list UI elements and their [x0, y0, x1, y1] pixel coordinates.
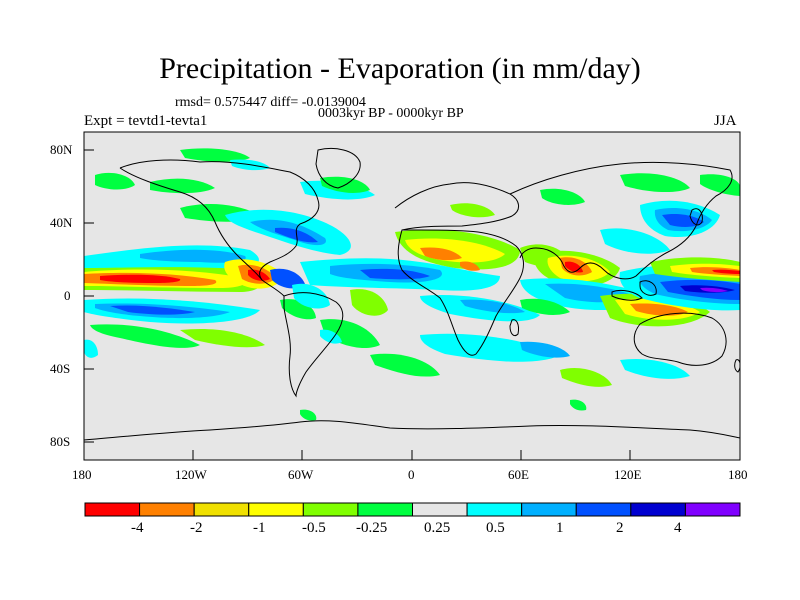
lon-label-60w: 60W	[288, 467, 313, 483]
colorbar-label: 4	[674, 520, 682, 537]
colorbar-box	[576, 503, 631, 516]
lon-label-0: 0	[408, 467, 415, 483]
lon-label-60e: 60E	[508, 467, 529, 483]
colorbar-box	[685, 503, 740, 516]
colorbar-label: 1	[556, 520, 564, 537]
lon-label-180e: 180	[728, 467, 748, 483]
colorbar-box	[358, 503, 413, 516]
colorbar-box	[413, 503, 468, 516]
colorbar-box	[631, 503, 686, 516]
colorbar-box	[140, 503, 195, 516]
lat-label-40n: 40N	[50, 215, 72, 231]
colorbar-label: 0.25	[424, 520, 450, 537]
colorbar-box	[85, 503, 140, 516]
lat-label-80n: 80N	[50, 142, 72, 158]
colorbar-label: -2	[190, 520, 203, 537]
colorbar-label: -4	[131, 520, 144, 537]
lon-label-120e: 120E	[614, 467, 641, 483]
colorbar-label: 2	[616, 520, 624, 537]
lat-label-80s: 80S	[50, 434, 70, 450]
colorbar-box	[303, 503, 358, 516]
colorbar	[85, 503, 740, 516]
colorbar-label: 0.5	[486, 520, 505, 537]
lon-label-120w: 120W	[175, 467, 207, 483]
colorbar-label: -0.25	[356, 520, 387, 537]
colorbar-label: -0.5	[302, 520, 326, 537]
colorbar-box	[194, 503, 249, 516]
colorbar-box	[467, 503, 522, 516]
lon-label-180w: 180	[72, 467, 92, 483]
colorbar-box	[522, 503, 577, 516]
lat-label-40s: 40S	[50, 361, 70, 377]
colorbar-box	[249, 503, 304, 516]
lat-label-0: 0	[64, 288, 71, 304]
colorbar-label: -1	[253, 520, 266, 537]
